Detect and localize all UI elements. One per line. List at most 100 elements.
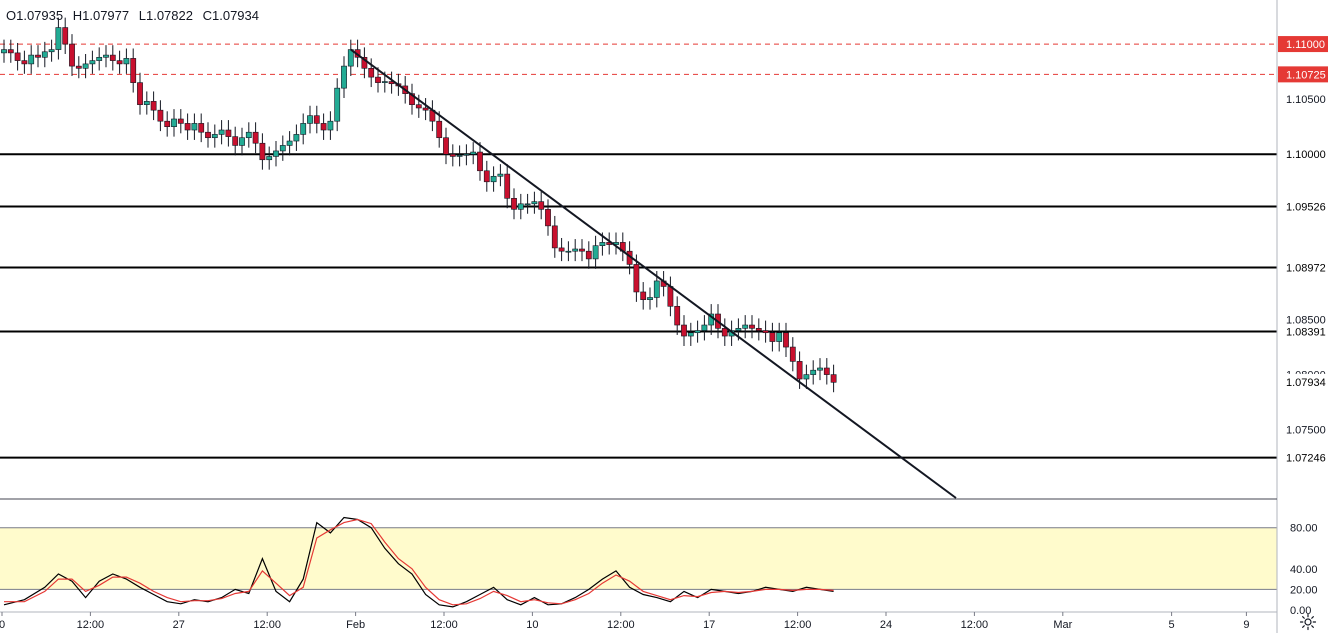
candle-up xyxy=(565,250,572,253)
candle-down xyxy=(504,173,511,199)
stochastic-pane[interactable] xyxy=(0,516,1277,608)
candle-down xyxy=(198,123,205,133)
candle-up xyxy=(463,153,470,156)
main-pane[interactable] xyxy=(0,17,1277,499)
candle-down xyxy=(409,93,415,105)
time-tick-label: 0 xyxy=(0,619,5,631)
resistance-price-label: 1.10725 xyxy=(1286,69,1326,81)
candle-up xyxy=(517,203,524,210)
time-tick-label: 17 xyxy=(703,619,715,631)
candle-up xyxy=(82,63,89,69)
candle-up xyxy=(572,248,579,252)
time-tick-label: 24 xyxy=(880,619,892,631)
candle-down xyxy=(436,120,443,139)
candle-down xyxy=(633,264,640,293)
ohlc-close: C1.07934 xyxy=(202,8,259,23)
candle-up xyxy=(171,118,177,128)
time-tick-label: 5 xyxy=(1169,619,1175,631)
level-price-tag xyxy=(1278,198,1328,215)
candle-up xyxy=(497,173,504,177)
candle-up xyxy=(334,87,341,122)
candle-up xyxy=(490,175,497,183)
ohlc-legend: O1.07935 H1.07977 L1.07822 C1.07934 xyxy=(6,8,265,23)
price-tick-label: 1.08500 xyxy=(1286,315,1326,327)
candle-down xyxy=(252,131,259,144)
candle-up xyxy=(266,156,273,161)
candle-up xyxy=(456,155,463,157)
candle-down xyxy=(137,82,143,105)
candle-down xyxy=(75,65,82,69)
candle-up xyxy=(239,137,245,146)
candle-down xyxy=(35,54,41,58)
candle-down xyxy=(177,118,184,124)
candle-down xyxy=(368,68,375,78)
candle-up xyxy=(96,56,103,61)
candle-down xyxy=(755,328,762,331)
candle-down xyxy=(449,153,456,157)
candle-down xyxy=(667,286,674,307)
candle-up xyxy=(28,54,35,65)
candle-down xyxy=(232,136,239,146)
candle-up xyxy=(307,115,313,124)
candle-down xyxy=(783,332,789,348)
time-tick-label: 9 xyxy=(1243,619,1249,631)
candle-down xyxy=(558,247,565,252)
level-price-tag xyxy=(1278,259,1328,276)
candle-down xyxy=(443,137,449,155)
candle-up xyxy=(191,123,198,131)
candle-down xyxy=(7,49,14,54)
candle-down xyxy=(164,120,171,128)
candle-up xyxy=(211,134,218,139)
candle-up xyxy=(327,120,334,131)
candle-down xyxy=(796,361,803,380)
level-price-tag xyxy=(1278,449,1328,466)
candle-up xyxy=(293,134,300,142)
candle-down xyxy=(150,101,157,111)
candle-up xyxy=(599,242,606,246)
time-tick-label: 12:00 xyxy=(784,619,812,631)
candle-down xyxy=(721,328,728,337)
gear-icon[interactable] xyxy=(1299,613,1317,631)
candle-down xyxy=(477,151,483,172)
candle-down xyxy=(375,76,381,83)
stochastic-tick-label: 0.00 xyxy=(1290,605,1311,617)
stochastic-k-line xyxy=(3,516,834,608)
candle-up xyxy=(776,332,783,342)
candle-down xyxy=(674,305,681,326)
time-tick-label: 12:00 xyxy=(961,619,989,631)
time-tick-label: Feb xyxy=(346,619,365,631)
candle-up xyxy=(41,51,48,58)
candle-down xyxy=(320,123,327,131)
candle-down xyxy=(259,142,266,161)
candle-down xyxy=(483,170,490,183)
level-price-label: 1.09526 xyxy=(1286,201,1326,213)
time-tick-label: 10 xyxy=(526,619,538,631)
candle-down xyxy=(415,104,422,109)
candle-up xyxy=(803,374,810,380)
candle-up xyxy=(341,65,347,89)
stochastic-tick-label: 80.00 xyxy=(1290,523,1318,535)
level-price-tag xyxy=(1278,146,1328,163)
candle-up xyxy=(742,324,749,329)
candle-down xyxy=(823,367,830,375)
candle-down xyxy=(14,52,21,61)
time-tick-label: Mar xyxy=(1053,619,1072,631)
price-tick-label: 1.10500 xyxy=(1286,94,1326,106)
candle-up xyxy=(103,54,109,58)
level-price-label: 1.07246 xyxy=(1286,453,1326,465)
candle-up xyxy=(524,203,531,206)
candle-down xyxy=(116,60,123,65)
candle-up xyxy=(810,369,817,375)
candle-up xyxy=(687,332,694,337)
candle-down xyxy=(21,60,28,65)
time-tick-label: 12:00 xyxy=(607,619,635,631)
candle-down xyxy=(789,346,796,362)
time-tick-label: 27 xyxy=(173,619,185,631)
level-price-label: 1.08972 xyxy=(1286,263,1326,275)
candle-down xyxy=(830,374,837,383)
resistance-price-label: 1.11000 xyxy=(1286,39,1325,51)
candle-up xyxy=(1,49,7,54)
candle-down xyxy=(225,129,232,137)
stochastic-tick-label: 40.00 xyxy=(1290,564,1318,576)
